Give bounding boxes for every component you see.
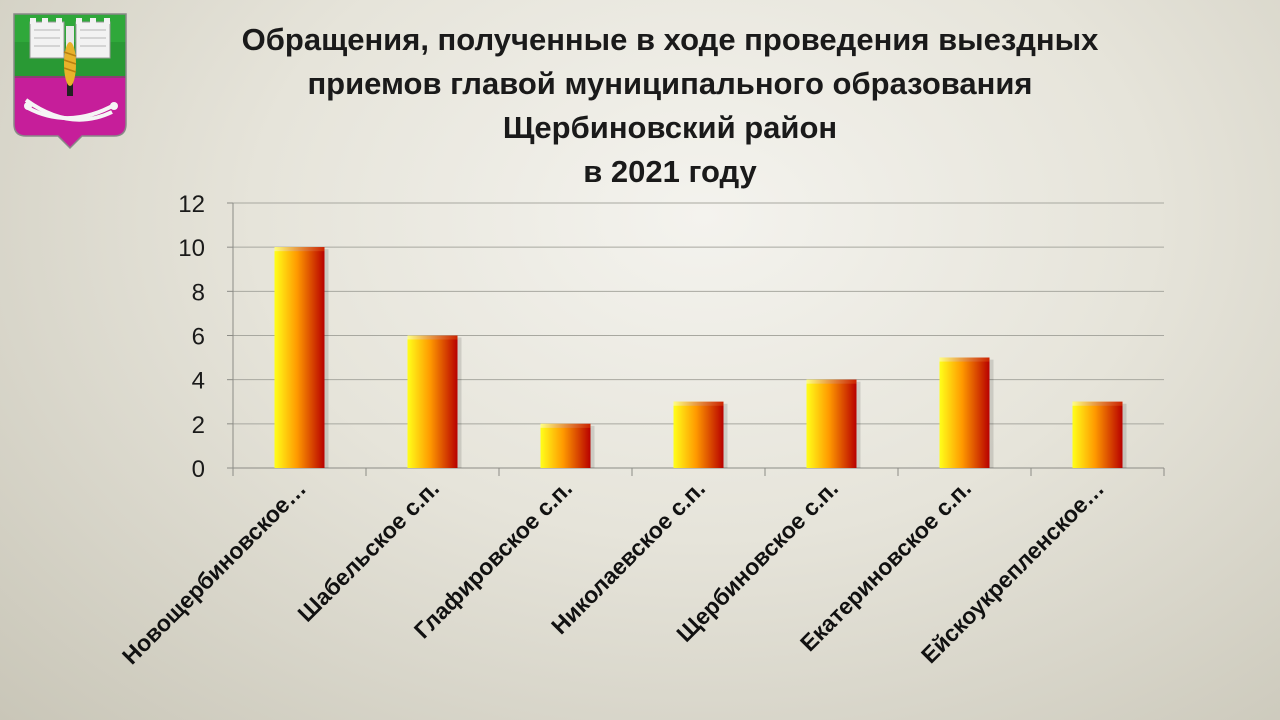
y-tick-label: 4 xyxy=(192,368,205,395)
bar xyxy=(540,423,591,468)
x-category-label: Шабельское с.п. xyxy=(292,475,444,627)
bar xyxy=(939,357,990,468)
bar xyxy=(806,379,857,468)
y-tick-label: 2 xyxy=(192,412,205,439)
y-tick-label: 0 xyxy=(192,456,205,483)
title-line-2: приемов главой муниципального образовани… xyxy=(307,66,1033,101)
bars xyxy=(274,247,1127,468)
chart-title: Обращения, полученные в ходе проведения … xyxy=(140,18,1200,194)
bar-cap xyxy=(540,423,591,428)
bar xyxy=(274,247,325,468)
bar xyxy=(673,401,724,468)
y-tick-label: 8 xyxy=(192,279,205,306)
bar-cap xyxy=(407,335,458,340)
title-line-4: в 2021 году xyxy=(583,154,757,189)
bar xyxy=(1072,401,1123,468)
gridlines xyxy=(233,202,1164,425)
bar-cap xyxy=(806,379,857,384)
y-tick-label: 10 xyxy=(178,235,205,262)
coat-of-arms-icon xyxy=(13,13,127,150)
bar-cap xyxy=(274,247,325,252)
x-category-label: Новощербиновское… xyxy=(117,475,311,669)
y-tick-label: 6 xyxy=(192,324,205,351)
title-line-3: Щербиновский район xyxy=(502,110,838,145)
bar-cap xyxy=(939,357,990,362)
bar xyxy=(407,335,458,468)
bar-cap xyxy=(1072,401,1123,406)
bar-cap xyxy=(673,401,724,406)
y-tick-label: 12 xyxy=(178,191,205,218)
title-line-1: Обращения, полученные в ходе проведения … xyxy=(241,22,1099,57)
